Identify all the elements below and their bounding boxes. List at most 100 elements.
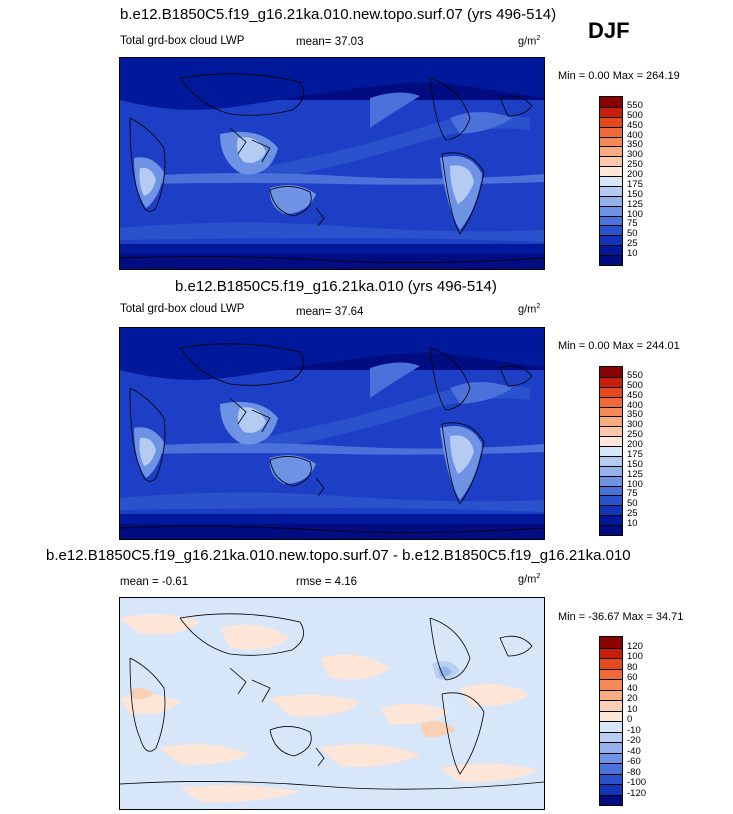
panel2-mean-value: 37.64 bbox=[334, 306, 364, 318]
panel3-colorbar bbox=[599, 636, 623, 806]
colorbar-tick-label: 25 bbox=[627, 508, 638, 520]
colorbar-tick-label: 25 bbox=[627, 238, 638, 250]
colorbar-tick-label: 550 bbox=[627, 99, 643, 111]
units-base: g/m bbox=[518, 303, 537, 316]
panel2-field bbox=[120, 328, 544, 539]
panel3-map bbox=[119, 597, 545, 810]
colorbar-swatch bbox=[600, 386, 622, 397]
colorbar-swatch bbox=[600, 668, 622, 679]
colorbar-swatch bbox=[600, 658, 622, 669]
colorbar-tick-label: 400 bbox=[627, 129, 643, 141]
colorbar-swatch bbox=[600, 245, 622, 255]
colorbar-swatch bbox=[600, 465, 622, 476]
panel3-rmse-value: 4.16 bbox=[334, 576, 358, 588]
units-exp: 2 bbox=[536, 303, 541, 310]
colorbar-tick-label: 450 bbox=[627, 389, 643, 401]
panel1-title: b.e12.B1850C5.f19_g16.21ka.010.new.topo.… bbox=[120, 6, 557, 23]
colorbar-tick-label: 100 bbox=[627, 478, 643, 490]
panel3-rmse: rmse = 4.16 bbox=[296, 576, 357, 588]
colorbar-tick-label: -100 bbox=[627, 777, 647, 788]
colorbar-tick-label: 75 bbox=[627, 218, 638, 230]
units-base: g/m bbox=[518, 573, 537, 586]
colorbar-swatch bbox=[600, 436, 622, 446]
colorbar-swatch bbox=[600, 710, 622, 721]
colorbar-swatch bbox=[600, 647, 622, 658]
colorbar-swatch bbox=[600, 784, 622, 795]
colorbar-swatch bbox=[600, 637, 622, 648]
colorbar-tick-label: 20 bbox=[627, 693, 638, 704]
colorbar-swatch bbox=[600, 97, 622, 107]
colorbar-swatch bbox=[600, 376, 622, 387]
colorbar-swatch bbox=[600, 195, 622, 206]
panel2-units: g/m2 bbox=[518, 303, 540, 316]
panel1-mean: mean= 37.03 bbox=[296, 36, 363, 48]
colorbar-tick-label: 50 bbox=[627, 498, 638, 510]
colorbar-tick-label: 200 bbox=[627, 439, 643, 451]
colorbar-tick-label: -10 bbox=[627, 724, 641, 736]
colorbar-swatch bbox=[600, 515, 622, 525]
colorbar-swatch bbox=[600, 136, 622, 147]
panel1-minmax: Min = 0.00 Max = 264.19 bbox=[558, 70, 680, 82]
panel1-units: g/m2 bbox=[518, 35, 540, 48]
colorbar-swatch bbox=[600, 126, 622, 137]
units-exp: 2 bbox=[536, 573, 541, 580]
colorbar-swatch bbox=[600, 446, 622, 456]
colorbar-tick-label: 250 bbox=[627, 159, 643, 171]
colorbar-swatch bbox=[600, 752, 622, 763]
colorbar-tick-label: 100 bbox=[627, 651, 643, 662]
colorbar-tick-label: 550 bbox=[627, 369, 643, 381]
colorbar-swatch bbox=[600, 367, 622, 377]
panel3-minmax: Min = -36.67 Max = 34.71 bbox=[558, 611, 684, 623]
panel2-minmax: Min = 0.00 Max = 244.01 bbox=[558, 340, 680, 352]
colorbar-tick-label: 40 bbox=[627, 682, 638, 694]
colorbar-swatch bbox=[600, 689, 622, 700]
colorbar-tick-label: 175 bbox=[627, 448, 643, 460]
colorbar-swatch bbox=[600, 176, 622, 186]
colorbar-swatch bbox=[600, 525, 622, 535]
panel3-field bbox=[120, 598, 544, 809]
colorbar-tick-label: -60 bbox=[627, 756, 641, 767]
colorbar-swatch bbox=[600, 215, 622, 226]
colorbar-swatch bbox=[600, 225, 622, 236]
colorbar-swatch bbox=[600, 721, 622, 732]
colorbar-tick-label: 75 bbox=[627, 488, 638, 500]
colorbar-tick-label: -120 bbox=[627, 787, 647, 799]
colorbar-tick-label: 0 bbox=[627, 714, 633, 725]
colorbar-swatch bbox=[600, 255, 622, 265]
colorbar-tick-label: 350 bbox=[627, 139, 643, 151]
colorbar-tick-label: 300 bbox=[627, 149, 643, 161]
colorbar-swatch bbox=[600, 235, 622, 246]
colorbar-tick-label: 300 bbox=[627, 419, 643, 431]
panel3-mean-label: mean = bbox=[120, 576, 159, 588]
colorbar-swatch bbox=[600, 416, 622, 427]
panel1-mean-label: mean= bbox=[296, 36, 332, 48]
panel2-title: b.e12.B1850C5.f19_g16.21ka.010 (yrs 496-… bbox=[175, 278, 497, 295]
season-label: DJF bbox=[588, 18, 630, 43]
panel3-mean-value: -0.61 bbox=[161, 576, 189, 588]
panel1-colorbar bbox=[599, 96, 623, 266]
colorbar-swatch bbox=[600, 794, 622, 805]
panel1-field bbox=[120, 58, 544, 269]
panel2-mean: mean= 37.64 bbox=[296, 306, 363, 318]
panel2-mean-label: mean= bbox=[296, 306, 332, 318]
colorbar-tick-label: 250 bbox=[627, 429, 643, 441]
panel1-map bbox=[119, 57, 545, 270]
colorbar-tick-label: 120 bbox=[627, 640, 643, 652]
colorbar-tick-label: 60 bbox=[627, 672, 638, 683]
colorbar-tick-label: 10 bbox=[627, 518, 638, 530]
colorbar-swatch bbox=[600, 156, 622, 167]
colorbar-tick-label: 450 bbox=[627, 119, 643, 131]
units-exp: 2 bbox=[536, 35, 541, 42]
colorbar-tick-label: 500 bbox=[627, 109, 643, 121]
panel2-map bbox=[119, 327, 545, 540]
colorbar-swatch bbox=[600, 485, 622, 496]
colorbar-tick-label: -80 bbox=[627, 766, 641, 778]
colorbar-tick-label: 50 bbox=[627, 228, 638, 240]
panel3-rmse-label: rmse = bbox=[296, 576, 332, 588]
colorbar-tick-label: 125 bbox=[627, 468, 643, 480]
colorbar-swatch bbox=[600, 475, 622, 486]
colorbar-swatch bbox=[600, 396, 622, 407]
panel3-title: b.e12.B1850C5.f19_g16.21ka.010.new.topo.… bbox=[46, 547, 631, 564]
colorbar-swatch bbox=[600, 505, 622, 516]
colorbar-tick-label: 400 bbox=[627, 399, 643, 411]
